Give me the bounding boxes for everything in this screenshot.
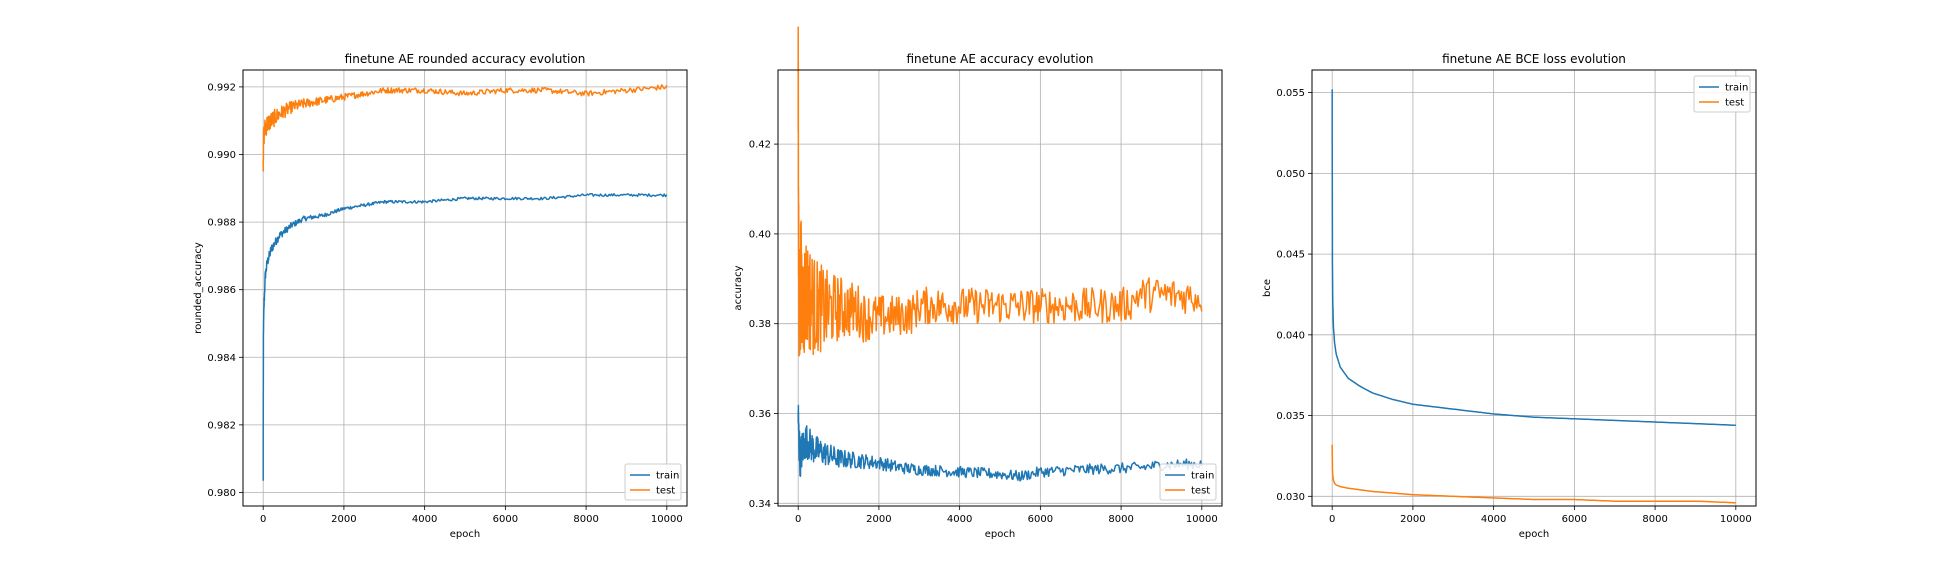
- rounded-accuracy-plot: finetune AE rounded accuracy evolution e…: [193, 52, 688, 540]
- x-axis-label: epoch: [985, 529, 1015, 540]
- x-tick-label: 6000: [1562, 514, 1587, 525]
- x-tick-label: 10000: [1186, 514, 1218, 525]
- x-tick-label: 8000: [1642, 514, 1667, 525]
- series-line-test: [262, 84, 668, 172]
- y-tick-label: 0.36: [749, 409, 771, 420]
- axis-ticks: 0 2000 4000 6000 8000 10000 0.34 0.36 0.38 0.40 0.…: [749, 140, 1218, 525]
- series-line-train: [1331, 89, 1736, 427]
- x-tick-label: 6000: [1028, 514, 1053, 525]
- y-axis-label: bce: [1262, 279, 1273, 297]
- x-axis-label: epoch: [1519, 529, 1549, 540]
- series-line-train: [262, 193, 668, 481]
- legend-label-train: train: [1725, 83, 1748, 94]
- axis-ticks: 0 2000 4000 6000 8000 10000 0.030 0.035 0.040 0.0…: [1276, 88, 1751, 525]
- series-lines: [1331, 89, 1736, 504]
- y-tick-label: 0.990: [207, 150, 236, 161]
- accuracy-plot: finetune AE accuracy evolution epoch acc…: [733, 26, 1223, 540]
- y-tick-label: 0.986: [207, 285, 236, 296]
- legend-label-train: train: [656, 471, 679, 482]
- y-tick-label: 0.992: [207, 82, 236, 93]
- legend-box: [1159, 463, 1217, 501]
- y-tick-label: 0.38: [749, 319, 771, 330]
- x-tick-label: 2000: [1400, 514, 1425, 525]
- x-tick-label: 10000: [651, 514, 683, 525]
- x-tick-label: 8000: [1108, 514, 1133, 525]
- series-line-test: [1331, 444, 1736, 504]
- series-line-train: [797, 404, 1203, 482]
- y-tick-label: 0.984: [207, 353, 236, 364]
- series-lines: [262, 84, 668, 481]
- x-tick-label: 6000: [493, 514, 518, 525]
- y-tick-label: 0.40: [749, 229, 771, 240]
- y-tick-label: 0.030: [1276, 492, 1305, 503]
- legend-box: [1693, 75, 1751, 113]
- y-tick-label: 0.988: [207, 218, 236, 229]
- y-tick-label: 0.035: [1276, 411, 1305, 422]
- legend: train test: [624, 463, 682, 501]
- x-axis-label: epoch: [450, 529, 480, 540]
- axis-ticks: 0 2000 4000 6000 8000 10000 0.980 0.982 0.984 0.9…: [207, 82, 682, 525]
- x-tick-label: 2000: [331, 514, 356, 525]
- series-line-test: [797, 26, 1203, 357]
- y-axis-label: rounded_accuracy: [193, 242, 204, 334]
- y-tick-label: 0.040: [1276, 330, 1305, 341]
- plot-frame: [1311, 69, 1757, 507]
- plot-title: finetune AE rounded accuracy evolution: [345, 52, 586, 66]
- legend-label-test: test: [1191, 486, 1210, 497]
- y-tick-label: 0.055: [1276, 88, 1305, 99]
- x-tick-label: 10000: [1720, 514, 1752, 525]
- plot-title: finetune AE accuracy evolution: [907, 52, 1094, 66]
- x-tick-label: 0: [795, 514, 801, 525]
- plot-frame: [242, 69, 688, 507]
- y-tick-label: 0.982: [207, 420, 236, 431]
- y-axis-label: accuracy: [733, 265, 744, 310]
- x-tick-label: 2000: [866, 514, 891, 525]
- x-tick-label: 0: [260, 514, 266, 525]
- x-tick-label: 0: [1329, 514, 1335, 525]
- legend-label-test: test: [656, 486, 675, 497]
- x-tick-label: 4000: [412, 514, 437, 525]
- plot-frame: [777, 69, 1223, 507]
- x-tick-label: 4000: [1481, 514, 1506, 525]
- y-tick-label: 0.980: [207, 488, 236, 499]
- y-tick-label: 0.050: [1276, 169, 1305, 180]
- x-tick-label: 4000: [947, 514, 972, 525]
- legend: train test: [1693, 75, 1751, 113]
- x-tick-label: 8000: [573, 514, 598, 525]
- bce-loss-plot: finetune AE BCE loss evolution epoch bce…: [1262, 52, 1757, 540]
- legend-label-train: train: [1191, 471, 1214, 482]
- plot-title: finetune AE BCE loss evolution: [1442, 52, 1626, 66]
- y-tick-label: 0.42: [749, 140, 771, 151]
- legend-label-test: test: [1725, 98, 1744, 109]
- series-lines: [797, 26, 1203, 482]
- legend: train test: [1159, 463, 1217, 501]
- y-tick-label: 0.045: [1276, 250, 1305, 261]
- y-tick-label: 0.34: [749, 499, 771, 510]
- legend-box: [624, 463, 682, 501]
